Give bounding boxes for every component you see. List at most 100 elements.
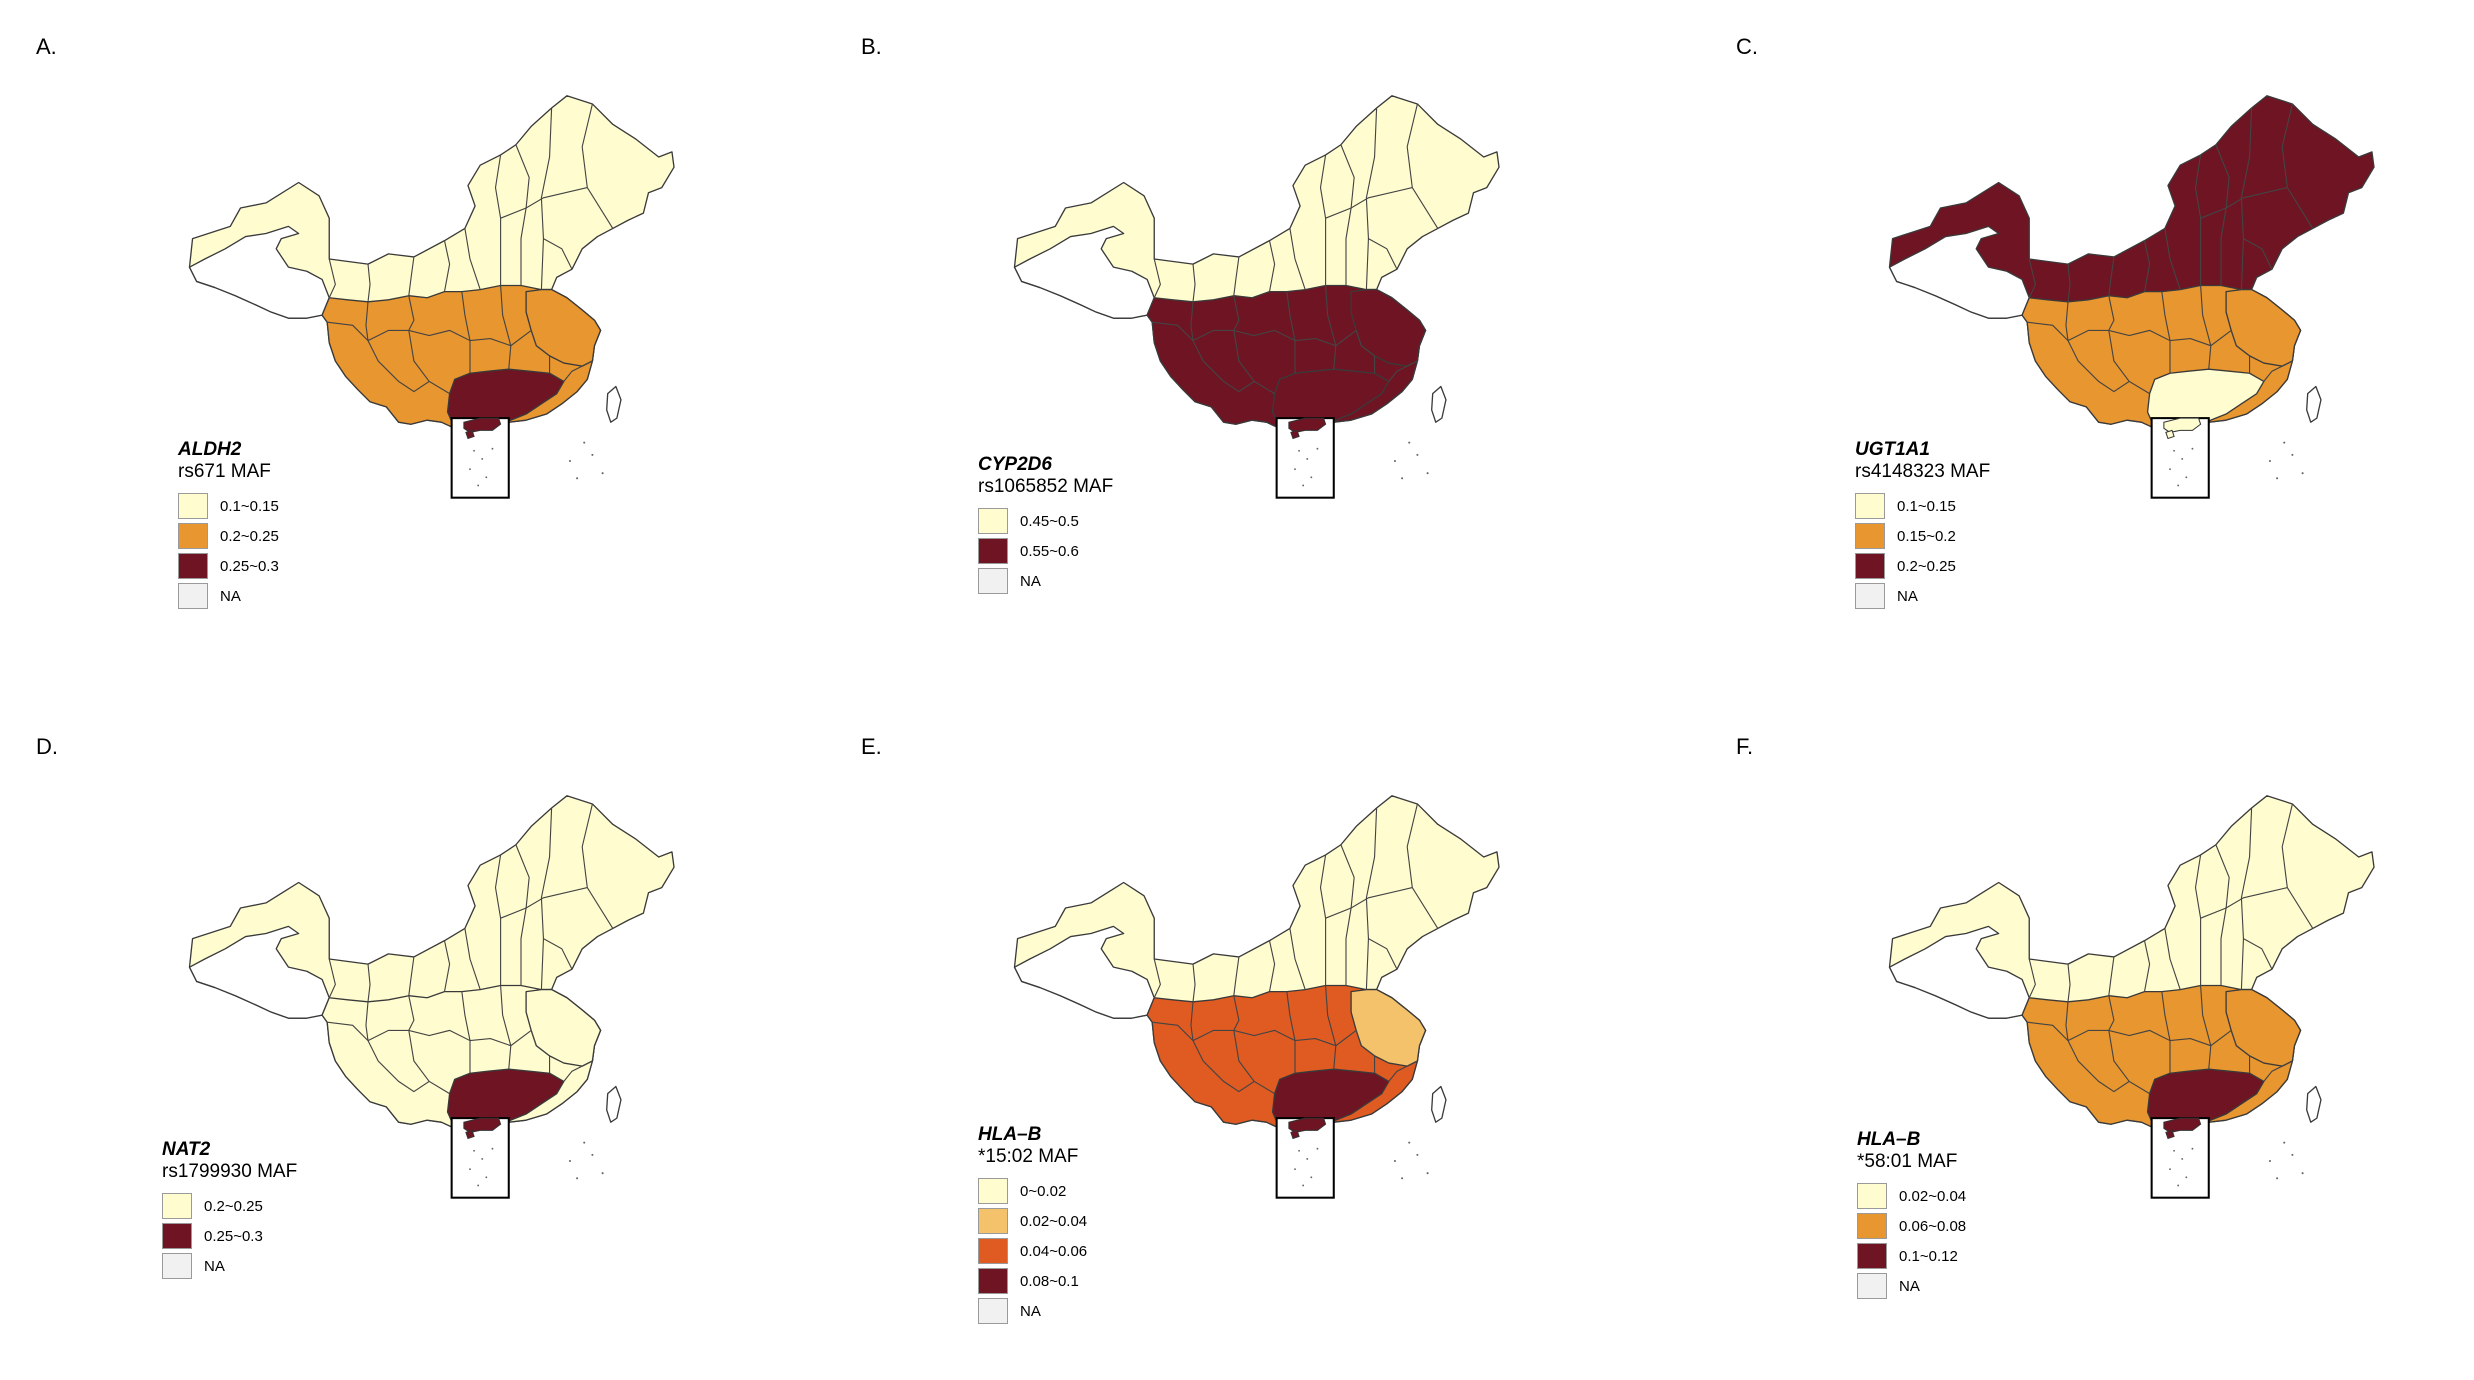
legend-swatch [178, 553, 208, 579]
legend-swatch [162, 1223, 192, 1249]
inset-island [2185, 476, 2188, 479]
province-boundary [2200, 985, 2212, 1070]
island-dot [576, 477, 579, 480]
legend-item-label: 0.2~0.25 [220, 527, 279, 545]
province-boundary [408, 295, 430, 382]
china-map [188, 795, 675, 1199]
legend-item: 0.08~0.1 [978, 1266, 1087, 1296]
island-dot [591, 453, 594, 456]
region-tibet [1013, 925, 1155, 1019]
island-dot [583, 441, 586, 444]
legend-swatch [1855, 493, 1885, 519]
province-boundary [2200, 887, 2288, 919]
inset-island [469, 468, 471, 471]
legend-item: 0.1~0.15 [178, 491, 279, 521]
legend-gene-title: CYP2D6 [978, 454, 1052, 475]
province-boundary [530, 330, 551, 374]
province-boundary [2243, 238, 2273, 270]
island-dot [2268, 459, 2271, 462]
legend-swatch [162, 1253, 192, 1279]
province-boundary [2065, 301, 2150, 395]
inset-island [1298, 1149, 1300, 1152]
legend-item: 0~0.02 [978, 1176, 1087, 1206]
region-taiwan [2306, 385, 2322, 423]
island-dot [2301, 472, 2304, 475]
legend-item-label: NA [1897, 587, 1918, 605]
province-boundary [1192, 329, 1357, 347]
province-boundary [2027, 321, 2069, 341]
map-group [188, 95, 675, 499]
map-group [1013, 795, 1500, 1199]
region-taiwan [2306, 1085, 2322, 1123]
province-boundary [443, 240, 451, 292]
legend-swatch [1857, 1273, 1887, 1299]
province-boundary [2161, 291, 2171, 374]
island-dot [1426, 1172, 1429, 1175]
province-boundary [461, 991, 471, 1074]
map-panel-b: B. CYP2D6 rs1065852 MAF 0.45~0.5 0.55~0.6 NA [825, 0, 1625, 680]
legend-item-label: 0.08~0.1 [1020, 1272, 1079, 1290]
region-taiwan [606, 385, 622, 423]
province-boundary [1319, 854, 1327, 986]
province-boundary [461, 291, 471, 374]
south-china-sea-inset [2150, 417, 2210, 499]
province-boundary [2240, 808, 2253, 990]
province-boundary [494, 154, 502, 286]
legend-item: 0.04~0.06 [978, 1236, 1087, 1266]
legend-snp-title: *58:01 MAF [1857, 1151, 1958, 1172]
province-boundary [2027, 1021, 2069, 1041]
province-boundary [2108, 956, 2115, 996]
legend-item-label: 0.2~0.25 [1897, 557, 1956, 575]
island-dot [1408, 441, 1411, 444]
inset-hainan [2165, 429, 2175, 440]
province-boundary [327, 1021, 369, 1041]
legend-item: 0.1~0.15 [1855, 491, 1990, 521]
panel-label: A. [36, 34, 57, 59]
inset-hainan [465, 429, 475, 440]
inset-coast [2163, 1117, 2202, 1133]
province-boundary [2263, 360, 2293, 382]
legend-swatch [978, 1268, 1008, 1294]
legend: UGT1A1 rs4148323 MAF 0.1~0.15 0.15~0.2 0.2~0… [1855, 440, 1990, 611]
inset-island [2185, 1176, 2188, 1179]
inset-island [473, 449, 475, 452]
south-china-sea-inset [1275, 1117, 1335, 1199]
legend-item: 0.55~0.6 [978, 536, 1113, 566]
province-boundary [1355, 330, 1376, 374]
south-china-sea-inset [1275, 417, 1335, 499]
inset-island [477, 484, 480, 487]
island-dot [2268, 1159, 2271, 1162]
province-boundary [1406, 803, 1439, 929]
island-dot [576, 1177, 579, 1180]
legend-swatch [1855, 553, 1885, 579]
island-dot [1416, 453, 1419, 456]
legend-swatch [978, 1238, 1008, 1264]
legend-swatch [1857, 1183, 1887, 1209]
island-dot [2301, 1172, 2304, 1175]
region-tibet [1013, 225, 1155, 319]
province-boundary [1406, 103, 1439, 229]
legend-item-label: NA [1020, 1302, 1041, 1320]
island-dot [601, 472, 604, 475]
island-dot [1401, 477, 1404, 480]
inset-island [1316, 1147, 1319, 1150]
province-boundary [1233, 256, 1240, 296]
island-dot [568, 1159, 571, 1162]
inset-coast [463, 417, 502, 433]
inset-island [1294, 468, 1296, 471]
map-group [1888, 95, 2375, 499]
legend-item-label: NA [204, 1257, 225, 1275]
legend-item: 0.45~0.5 [978, 506, 1113, 536]
province-boundary [328, 958, 336, 998]
province-boundary [1388, 1060, 1418, 1082]
province-boundary [1152, 1021, 1194, 1041]
province-boundary [2028, 258, 2036, 298]
panel-label: C. [1736, 34, 1758, 59]
inset-island [2177, 484, 2180, 487]
inset-frame [2150, 417, 2210, 499]
legend-item-label: 0.1~0.15 [1897, 497, 1956, 515]
province-boundary [2263, 1060, 2293, 1082]
inset-island [491, 1147, 494, 1150]
legend-item-label: 0.15~0.2 [1897, 527, 1956, 545]
province-boundary [1268, 940, 1276, 992]
